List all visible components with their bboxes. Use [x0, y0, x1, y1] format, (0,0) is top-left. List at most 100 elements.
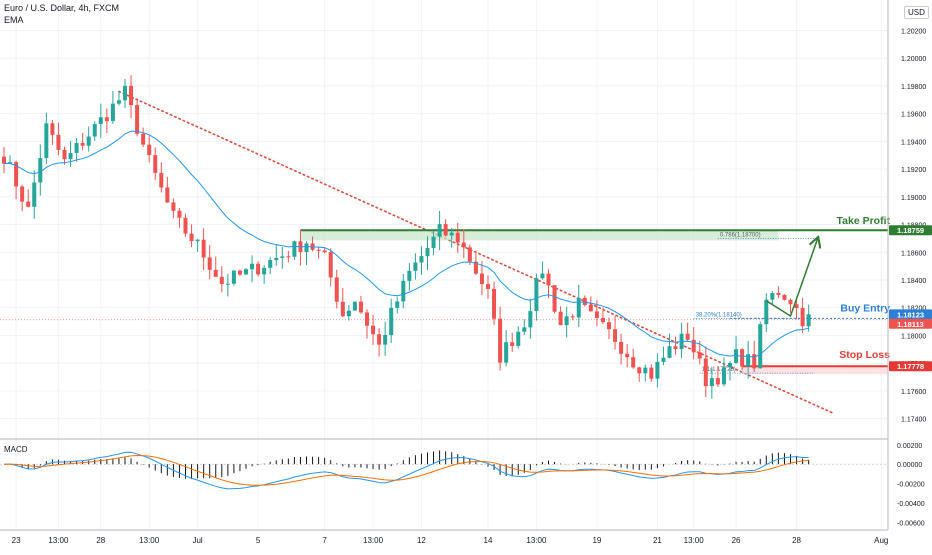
candle-up [74, 138, 79, 162]
candle-down [637, 366, 642, 382]
time-tick-label: 28 [96, 536, 105, 545]
candle-body [153, 155, 158, 173]
price-tick-label: 1.19600 [901, 112, 926, 119]
candle-body [68, 152, 73, 160]
candle-body [383, 335, 388, 345]
time-tick-label: 13:00 [363, 536, 384, 545]
candle-down [177, 207, 182, 228]
candle-down [673, 336, 678, 355]
candle-body [38, 158, 43, 183]
candle-down [697, 340, 702, 365]
candle-body [564, 316, 569, 326]
candle-body [643, 367, 648, 374]
candle-down [377, 328, 382, 357]
macd-tick-label: -0.00200 [897, 482, 925, 489]
candle-down [80, 132, 85, 151]
macd-label: MACD [4, 445, 28, 454]
candle-body [504, 342, 509, 363]
time-tick-label: 13:00 [526, 536, 547, 545]
candle-up [195, 238, 200, 252]
candle-down [183, 213, 188, 237]
candle-up [92, 121, 97, 141]
price-tick-label: 1.17600 [901, 389, 926, 396]
candle-up [262, 265, 267, 284]
grid-layer [0, 0, 888, 530]
stop-loss-zone [742, 366, 888, 375]
candle-up [280, 247, 285, 269]
candle-down [207, 244, 212, 280]
candle-body [352, 301, 357, 311]
candle-body [116, 100, 121, 104]
candle-body [546, 273, 551, 286]
projection-arrow [765, 238, 817, 318]
candle-body [50, 123, 55, 135]
candle-up [534, 273, 539, 321]
candle-up [709, 368, 714, 399]
axis-price-label-bg [889, 318, 932, 329]
candle-down [461, 229, 466, 259]
candle-down [600, 307, 605, 324]
candle-body [231, 270, 236, 284]
candle-body [764, 299, 769, 325]
candle-body [697, 352, 702, 359]
candle-body [625, 353, 630, 358]
candle-down [685, 322, 690, 342]
fib-label: 0.786(1.18700) [720, 232, 761, 238]
candle-body [721, 367, 726, 385]
time-tick-label: 13:00 [684, 536, 705, 545]
candle-body [576, 297, 581, 318]
axis-price-label: 1.18759 [897, 226, 924, 235]
time-tick-label: Aug [874, 536, 888, 545]
time-tick-label: 23 [12, 536, 21, 545]
currency-button[interactable]: USD [904, 6, 929, 19]
annotation-layer [765, 238, 817, 318]
candle-down [104, 108, 109, 134]
candle-up [746, 341, 751, 379]
macd-tick-label: -0.00400 [897, 501, 925, 508]
candle-down [776, 286, 781, 299]
take-profit-zone [300, 230, 779, 241]
candle-body [244, 269, 248, 275]
candle-up [540, 261, 545, 280]
candle-body [806, 314, 811, 327]
time-tick-label: 28 [792, 536, 801, 545]
candle-body [304, 243, 309, 253]
candle-down [159, 162, 164, 193]
candle-body [734, 349, 739, 363]
candle-down [147, 135, 152, 163]
candle-down [492, 281, 497, 325]
candle-body [20, 186, 25, 202]
axis-price-label-bg [889, 225, 932, 236]
candle-down [256, 261, 261, 277]
candle-up [304, 241, 309, 265]
candle-down [631, 348, 636, 369]
candle-body [758, 324, 763, 369]
candle-down [467, 244, 472, 265]
candle-body [552, 285, 557, 312]
candle-up [643, 364, 648, 382]
price-tick-label: 1.19800 [901, 84, 926, 91]
candle-up [764, 293, 769, 332]
candle-body [98, 117, 103, 125]
candle-up [292, 240, 297, 260]
price-tick-label: 1.20000 [901, 56, 926, 63]
candle-down [625, 343, 630, 368]
candle-up [806, 304, 811, 332]
candle-down [201, 228, 206, 271]
indicator-label[interactable]: EMA [4, 15, 24, 25]
candle-down [510, 332, 515, 352]
candle-up [268, 256, 273, 275]
candle-body [8, 162, 13, 164]
candle-body [473, 261, 478, 274]
candle-body [280, 256, 285, 258]
symbol-title[interactable]: Euro / U.S. Dollar, 4h, FXCM [4, 3, 120, 13]
candle-up [86, 126, 91, 152]
candle-body [528, 311, 533, 328]
candle-up [8, 155, 13, 165]
candle-down [371, 314, 376, 345]
candle-up [274, 244, 279, 266]
candle-up [110, 90, 115, 124]
candle-down [316, 246, 321, 259]
